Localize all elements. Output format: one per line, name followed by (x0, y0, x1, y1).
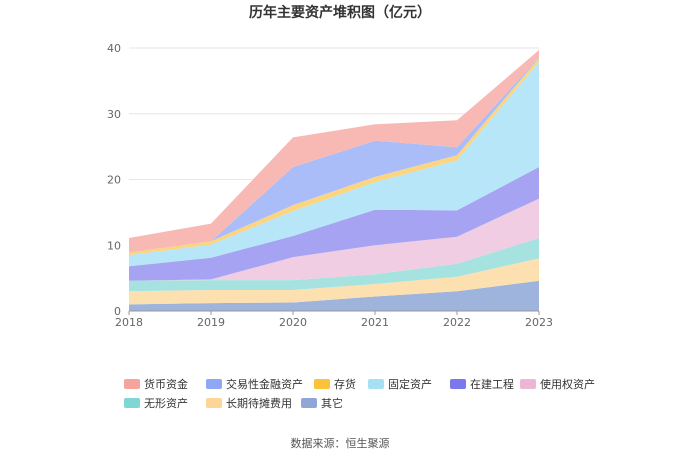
area-6 (129, 61, 539, 267)
legend-swatch (206, 398, 222, 408)
area-5 (129, 167, 539, 281)
area-9 (129, 50, 539, 253)
legend-label: 使用权资产 (540, 377, 595, 391)
legend-label: 长期待摊费用 (226, 396, 292, 410)
legend-item[interactable]: 其它 (301, 396, 343, 410)
area-2 (129, 258, 539, 305)
legend-swatch (450, 379, 466, 389)
legend-swatch (314, 379, 330, 389)
x-tick-label: 2022 (443, 316, 471, 329)
legend-item[interactable]: 长期待摊费用 (206, 396, 292, 410)
legend-item[interactable]: 固定资产 (368, 377, 432, 391)
x-tick-label: 2023 (525, 316, 553, 329)
area-8 (129, 57, 539, 253)
y-tick-label: 10 (107, 239, 121, 252)
area-7 (129, 57, 539, 256)
legend-label: 无形资产 (144, 396, 188, 410)
legend-item[interactable]: 货币资金 (124, 377, 188, 391)
legend-label: 在建工程 (470, 377, 514, 391)
legend-swatch (520, 379, 536, 389)
legend-swatch (368, 379, 384, 389)
data-source: 数据来源：恒生聚源 (291, 436, 390, 450)
y-tick-label: 20 (107, 174, 121, 187)
y-tick-label: 0 (114, 305, 121, 318)
x-tick-label: 2021 (361, 316, 389, 329)
legend-swatch (124, 398, 140, 408)
legend-label: 其它 (321, 396, 343, 410)
x-tick-label: 2018 (115, 316, 143, 329)
legend-swatch (124, 379, 140, 389)
axes: 0 10 20 30 40 2018 2019 2020 2021 2022 2023 (107, 42, 553, 329)
y-tick-label: 30 (107, 108, 121, 121)
legend-label: 固定资产 (388, 377, 432, 391)
legend-item[interactable]: 存货 (314, 377, 356, 391)
legend-item[interactable]: 无形资产 (124, 396, 188, 410)
area-1 (129, 280, 539, 311)
legend-label: 货币资金 (144, 377, 188, 391)
stacked-areas (129, 50, 539, 311)
legend-swatch (301, 398, 317, 408)
area-4 (129, 198, 539, 281)
area-3 (129, 238, 539, 292)
legend-label: 存货 (334, 377, 356, 391)
x-tick-label: 2019 (197, 316, 225, 329)
legend-swatch (206, 379, 222, 389)
legend-item[interactable]: 交易性金融资产 (206, 377, 303, 391)
legend-label: 交易性金融资产 (226, 377, 303, 391)
x-tick-label: 2020 (279, 316, 307, 329)
y-tick-label: 40 (107, 42, 121, 55)
legend-item[interactable]: 使用权资产 (520, 377, 595, 391)
legend-item[interactable]: 在建工程 (450, 377, 514, 391)
chart-title: 历年主要资产堆积图（亿元） (249, 4, 431, 21)
